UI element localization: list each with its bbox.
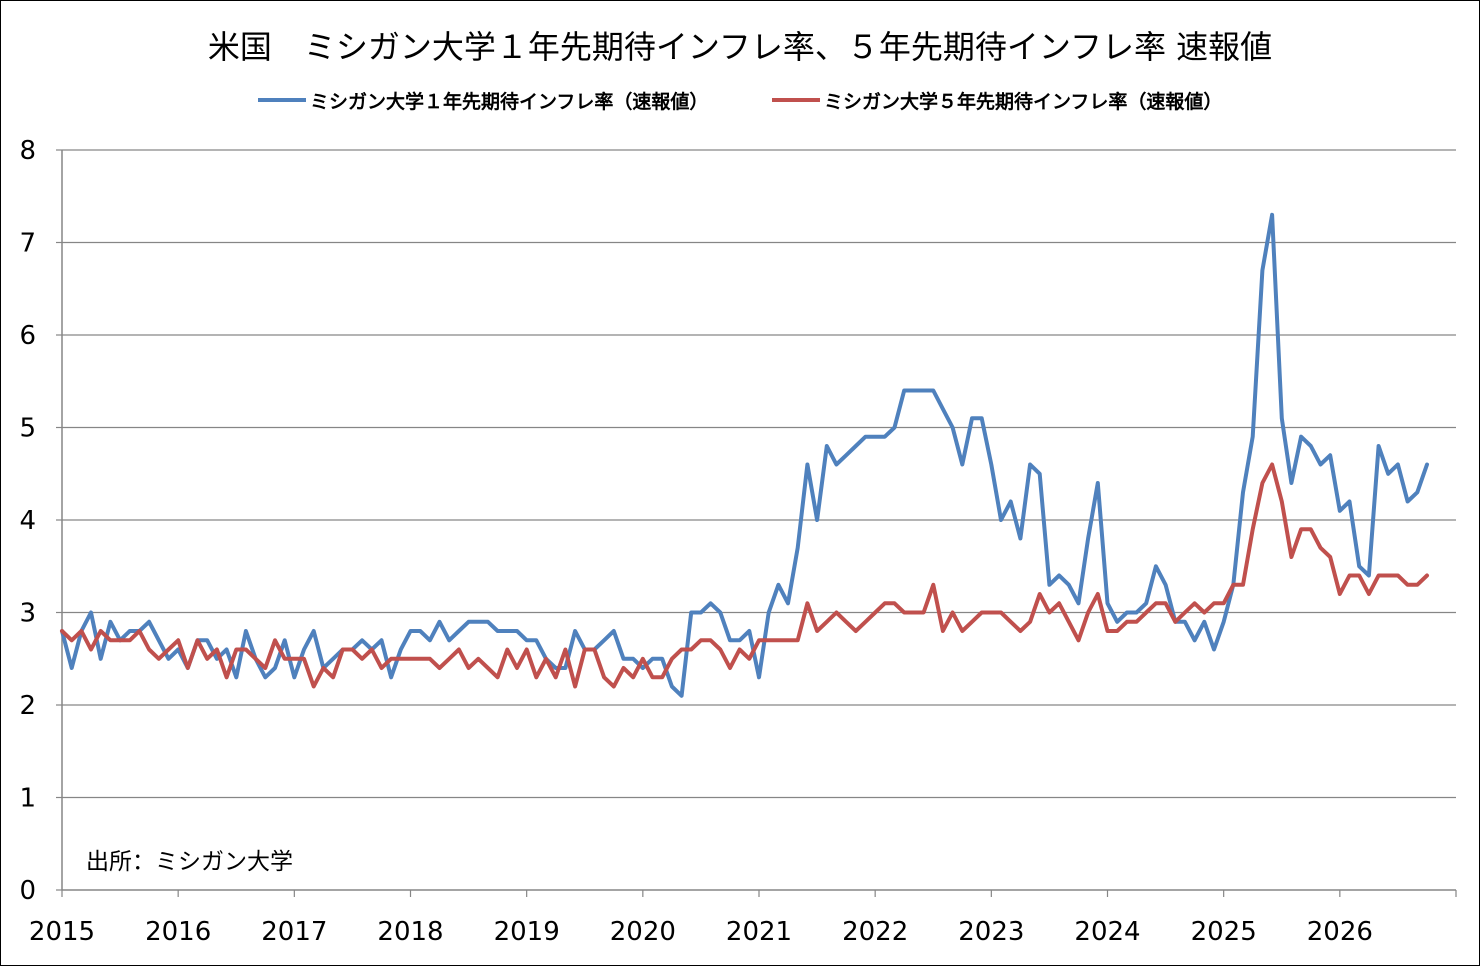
y-tick-label-0: 0 — [19, 876, 36, 906]
y-tick-label-2: 2 — [19, 691, 36, 721]
chart-title: 米国 ミシガン大学１年先期待インフレ率、５年先期待インフレ率 速報値 — [207, 28, 1273, 66]
y-tick-label-8: 8 — [19, 136, 36, 166]
legend-item-1yr: ミシガン大学１年先期待インフレ率（速報値） — [258, 86, 708, 114]
x-tick-label-2016: 2016 — [145, 917, 211, 947]
legend-swatch-1yr — [258, 98, 306, 102]
axes: 0 1 2 3 4 5 6 7 8 2015 2016 2017 2018 2019 2020 2021 202… — [19, 136, 1457, 947]
x-tick-label-2023: 2023 — [958, 917, 1024, 947]
x-tick-label-2020: 2020 — [610, 917, 676, 947]
x-tick-label-2025: 2025 — [1191, 917, 1257, 947]
series-lines — [60, 212, 1429, 698]
legend-label-1yr: ミシガン大学１年先期待インフレ率（速報値） — [310, 90, 709, 113]
x-tick-label-2026: 2026 — [1307, 917, 1373, 947]
series-line-1yr — [60, 212, 1429, 698]
legend-label-5yr: ミシガン大学５年先期待インフレ率（速報値） — [824, 90, 1223, 113]
x-tick-label-2019: 2019 — [494, 917, 560, 947]
gridlines — [62, 149, 1456, 799]
x-tick-label-2018: 2018 — [377, 917, 443, 947]
y-tick-label-3: 3 — [19, 599, 36, 629]
x-tick-label-2024: 2024 — [1074, 917, 1140, 947]
y-tick-label-4: 4 — [19, 506, 36, 536]
y-tick-label-6: 6 — [19, 321, 36, 351]
x-tick-label-2017: 2017 — [261, 917, 327, 947]
x-tick-label-2015: 2015 — [29, 917, 95, 947]
source-note: 出所：ミシガン大学 — [86, 849, 293, 875]
legend-item-5yr: ミシガン大学５年先期待インフレ率（速報値） — [772, 86, 1222, 114]
y-tick-label-1: 1 — [19, 784, 36, 814]
x-tick-label-2021: 2021 — [726, 917, 792, 947]
series-line-5yr — [60, 462, 1429, 689]
y-tick-label-5: 5 — [19, 414, 36, 444]
legend-swatch-5yr — [772, 98, 820, 102]
y-tick-label-7: 7 — [19, 229, 36, 259]
x-tick-label-2022: 2022 — [842, 917, 908, 947]
